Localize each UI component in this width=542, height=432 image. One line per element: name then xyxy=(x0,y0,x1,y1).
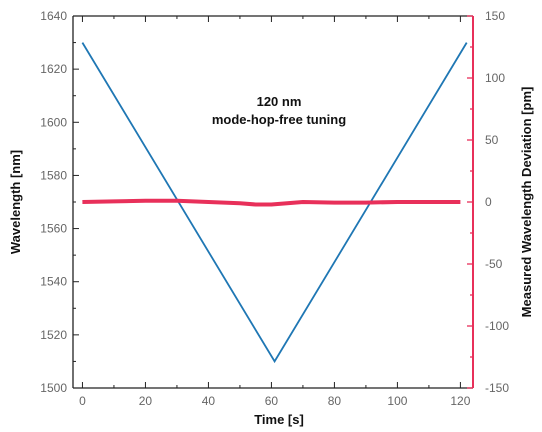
right-y-tick-label: -50 xyxy=(485,257,503,271)
right-y-tick-label: 100 xyxy=(485,71,505,85)
left-y-tick-label: 1620 xyxy=(40,62,67,76)
right-y-tick-label: 50 xyxy=(485,133,499,147)
x-tick-label: 60 xyxy=(265,394,279,408)
annotation-line-2: mode-hop-free tuning xyxy=(212,112,346,127)
x-axis-title: Time [s] xyxy=(254,412,304,427)
left-y-axis-title: Wavelength [nm] xyxy=(8,150,23,254)
right-y-tick-label: 0 xyxy=(485,195,492,209)
series-line-wavelength xyxy=(81,42,468,364)
x-tick-label: 20 xyxy=(139,394,153,408)
left-y-tick-label: 1540 xyxy=(40,275,67,289)
left-y-tick-label: 1600 xyxy=(40,115,67,129)
left-y-tick-label: 1580 xyxy=(40,168,67,182)
annotation-line-1: 120 nm xyxy=(257,94,302,109)
x-tick-label: 100 xyxy=(387,394,407,408)
left-y-tick-label: 1560 xyxy=(40,222,67,236)
plot-area: 0 20 40 60 80 100 1201500152015401560158016001… xyxy=(40,9,509,408)
left-y-tick-label: 1500 xyxy=(40,381,67,395)
right-y-tick-label: -100 xyxy=(485,319,509,333)
x-tick-label: 120 xyxy=(450,394,470,408)
left-y-tick-label: 1520 xyxy=(40,328,67,342)
x-tick-label: 40 xyxy=(202,394,216,408)
x-tick-label: 80 xyxy=(328,394,342,408)
right-y-axis-title: Measured Wavelength Deviation [pm] xyxy=(519,87,534,318)
x-tick-label: 0 xyxy=(79,394,86,408)
left-y-tick-label: 1640 xyxy=(40,9,67,23)
series-line-deviation xyxy=(82,198,461,207)
right-y-tick-label: -150 xyxy=(485,381,509,395)
right-y-tick-label: 150 xyxy=(485,9,505,23)
